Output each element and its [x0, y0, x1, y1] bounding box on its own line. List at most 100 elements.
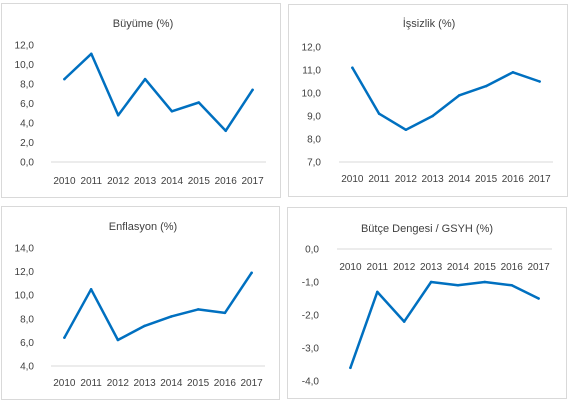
x-tick-label: 2015	[474, 262, 497, 273]
x-tick-label: 2015	[188, 176, 211, 187]
data-point	[376, 290, 379, 294]
y-tick-label: 12,0	[15, 41, 35, 52]
y-tick-label: 12,0	[15, 267, 35, 278]
data-point	[63, 336, 66, 339]
y-tick-label: 11,0	[302, 66, 321, 77]
x-tick-label: 2017	[529, 174, 552, 185]
y-tick-label: 7,0	[307, 158, 321, 169]
x-tick-label: 2014	[160, 378, 183, 389]
x-tick-label: 2014	[447, 262, 470, 273]
data-point	[143, 324, 146, 328]
data-point	[404, 128, 408, 132]
data-point	[223, 311, 227, 315]
y-tick-label: 10,0	[15, 291, 35, 302]
data-point	[250, 271, 253, 275]
x-tick-label: 2013	[134, 378, 157, 389]
data-point	[197, 101, 201, 104]
chart-title: İşsizlik (%)	[403, 17, 456, 30]
x-tick-label: 2012	[107, 176, 130, 187]
data-point	[377, 112, 381, 115]
y-tick-label: 4,0	[20, 362, 34, 373]
data-point	[170, 110, 174, 113]
x-tick-label: 2013	[134, 176, 157, 187]
data-point	[538, 80, 541, 83]
data-point	[349, 366, 352, 370]
y-tick-label: -2,0	[302, 311, 320, 322]
data-point	[402, 320, 406, 323]
data-point	[431, 114, 434, 118]
x-tick-label: 2010	[53, 378, 76, 389]
x-tick-label: 2014	[161, 176, 184, 187]
x-tick-label: 2012	[393, 262, 416, 273]
y-tick-label: 0,0	[20, 158, 34, 169]
data-point	[170, 315, 173, 318]
x-tick-label: 2017	[241, 378, 264, 389]
x-tick-label: 2010	[53, 176, 76, 187]
budget-balance-chart-svg: Bütçe Dengesi / GSYH (%) -4,0 -3,0 -2,0 -1,…	[302, 223, 552, 388]
y-tick-label: -4,0	[302, 377, 320, 388]
series-line	[63, 52, 254, 133]
x-tick-label: 2016	[502, 174, 525, 185]
x-tick-label: 2016	[501, 262, 524, 273]
inflation-chart-svg: Enflasyon (%) 4,0 6,0 8,0 10,0 12,0 14,0 2010 2…	[15, 221, 265, 389]
x-tick-label: 2017	[527, 262, 550, 273]
x-tick-label: 2010	[341, 174, 364, 185]
data-point	[510, 284, 513, 287]
data-point	[511, 71, 515, 74]
y-tick-label: -3,0	[302, 344, 320, 355]
x-tick-label: 2013	[420, 262, 443, 273]
x-tick-label: 2015	[475, 174, 498, 185]
y-tick-label: 0,0	[305, 245, 319, 256]
x-tick-label: 2016	[214, 378, 237, 389]
data-point	[116, 113, 120, 117]
chart-title: Enflasyon (%)	[109, 221, 177, 233]
y-tick-label: 8,0	[307, 135, 321, 146]
x-tick-label: 2011	[80, 378, 102, 389]
chart-panel-unemployment: İşsizlik (%) 7,0 8,0 9,0 10,0 11,0 12,0 2010 20…	[288, 4, 568, 197]
data-point	[196, 308, 200, 311]
y-tick-label: 12,0	[302, 43, 322, 54]
data-point	[63, 77, 66, 81]
x-tick-label: 2017	[241, 176, 264, 187]
chart-panel-inflation: Enflasyon (%) 4,0 6,0 8,0 10,0 12,0 14,0 2010 2…	[1, 206, 280, 400]
data-point	[143, 77, 147, 81]
data-point	[456, 284, 460, 287]
x-tick-label: 2014	[448, 174, 471, 185]
growth-chart-svg: Büyüme (%) 0,0 2,0 4,0 6,0 8,0 10,0 12,0 2010 20…	[15, 18, 266, 187]
series-line	[63, 271, 253, 342]
y-tick-label: 8,0	[20, 80, 34, 91]
y-tick-label: 4,0	[20, 119, 34, 130]
data-point	[89, 288, 93, 291]
y-tick-label: 2,0	[20, 138, 34, 149]
x-tick-label: 2012	[395, 174, 418, 185]
series-line	[351, 66, 541, 132]
y-tick-label: -1,0	[302, 278, 320, 289]
data-point	[537, 297, 540, 300]
x-tick-label: 2011	[367, 262, 389, 273]
data-point	[224, 129, 227, 133]
chart-title: Büyüme (%)	[113, 18, 174, 30]
y-tick-label: 10,0	[15, 60, 35, 71]
x-tick-label: 2015	[187, 378, 210, 389]
y-tick-label: 8,0	[20, 314, 34, 325]
x-tick-label: 2016	[215, 176, 238, 187]
y-tick-label: 6,0	[20, 99, 34, 110]
series-line	[349, 280, 540, 370]
chart-panel-growth: Büyüme (%) 0,0 2,0 4,0 6,0 8,0 10,0 12,0 2010 20…	[1, 3, 281, 198]
data-point	[90, 52, 93, 56]
chart-panel-budget-balance: Bütçe Dengesi / GSYH (%) -4,0 -3,0 -2,0 -1,…	[287, 207, 567, 399]
data-point	[351, 66, 354, 69]
y-tick-label: 6,0	[20, 338, 34, 349]
x-tick-label: 2010	[339, 262, 362, 273]
data-point	[251, 88, 254, 92]
x-tick-label: 2011	[368, 174, 390, 185]
y-tick-label: 10,0	[302, 89, 322, 100]
data-point	[429, 280, 433, 284]
unemployment-chart-svg: İşsizlik (%) 7,0 8,0 9,0 10,0 11,0 12,0 2010 20…	[302, 17, 553, 185]
x-tick-label: 2012	[107, 378, 130, 389]
y-tick-label: 14,0	[15, 244, 35, 255]
x-tick-label: 2011	[81, 176, 103, 187]
x-tick-label: 2013	[422, 174, 445, 185]
data-point	[458, 94, 461, 97]
data-point	[483, 280, 487, 284]
